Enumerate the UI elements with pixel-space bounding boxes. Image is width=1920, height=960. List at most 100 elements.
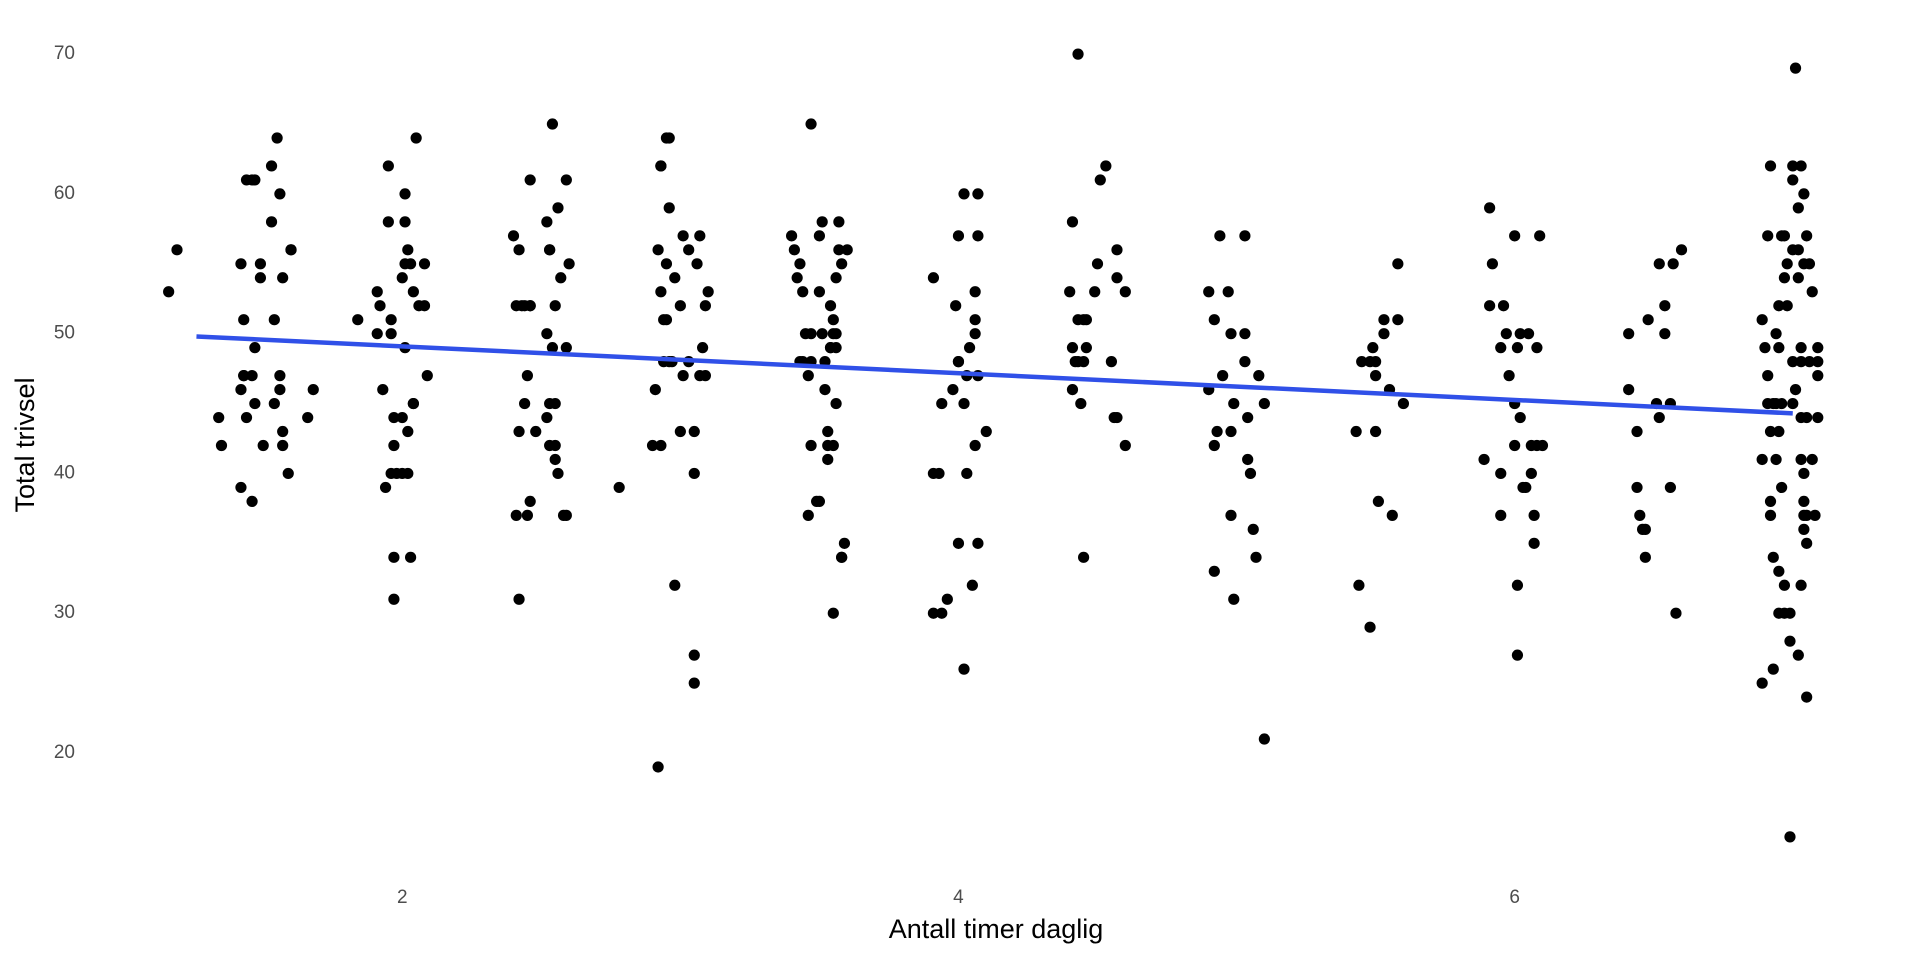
point: [1378, 314, 1390, 326]
point: [1798, 523, 1810, 535]
point: [1806, 286, 1818, 298]
point: [1478, 453, 1490, 466]
point: [830, 397, 842, 410]
point: [663, 202, 675, 214]
point: [958, 188, 970, 200]
point: [257, 439, 269, 452]
point: [1653, 411, 1665, 424]
point: [524, 495, 536, 508]
point: [521, 509, 533, 521]
point: [1773, 565, 1785, 577]
point: [404, 258, 417, 270]
point: [980, 425, 992, 438]
point: [972, 188, 984, 200]
point: [374, 300, 386, 312]
point: [1208, 439, 1220, 452]
point: [1631, 425, 1643, 438]
point: [830, 272, 842, 284]
point: [699, 370, 711, 382]
point: [802, 370, 814, 382]
point: [1247, 523, 1259, 535]
point: [1208, 565, 1220, 577]
point: [966, 579, 978, 591]
point: [1773, 342, 1785, 354]
point: [1781, 300, 1793, 312]
point: [952, 356, 965, 368]
point: [1798, 467, 1810, 480]
point: [827, 314, 839, 326]
point: [805, 118, 817, 130]
point: [213, 411, 225, 424]
point: [552, 467, 564, 480]
point: [788, 244, 800, 256]
point: [694, 230, 706, 242]
point: [669, 272, 681, 284]
point: [1242, 411, 1254, 424]
point: [513, 425, 525, 438]
point: [1486, 258, 1499, 270]
y-tick-label: 70: [54, 43, 75, 64]
point: [646, 439, 659, 452]
point: [371, 286, 383, 298]
point: [1072, 48, 1084, 60]
point: [1798, 495, 1810, 508]
point: [794, 258, 806, 270]
point: [249, 342, 261, 354]
trend-line: [196, 334, 1793, 416]
point: [385, 328, 397, 340]
point: [402, 425, 414, 438]
point: [1764, 160, 1777, 172]
point: [1497, 300, 1510, 312]
point: [238, 314, 250, 326]
point: [302, 411, 314, 424]
point: [1770, 328, 1782, 340]
point: [677, 230, 689, 242]
point: [785, 230, 798, 242]
point: [1528, 509, 1540, 521]
point: [1789, 62, 1802, 74]
point: [1078, 551, 1090, 563]
point: [265, 216, 278, 228]
point: [277, 272, 289, 284]
point: [418, 258, 431, 270]
point: [688, 467, 700, 480]
point: [1239, 328, 1251, 340]
point: [1778, 230, 1791, 242]
point: [963, 342, 976, 354]
point: [1792, 272, 1804, 284]
point: [816, 328, 828, 340]
point: [1250, 551, 1262, 563]
point: [407, 397, 419, 410]
point: [649, 383, 661, 396]
point: [1767, 663, 1779, 675]
point: [836, 258, 848, 270]
point: [1795, 579, 1807, 591]
y-axis-title: Total trivsel: [10, 377, 40, 512]
point: [1364, 621, 1376, 633]
point: [1500, 328, 1512, 340]
point: [396, 411, 408, 424]
point: [830, 328, 842, 340]
point: [1773, 300, 1785, 312]
point: [1787, 160, 1799, 172]
y-tick-label: 50: [54, 323, 75, 344]
point: [1511, 649, 1524, 661]
point: [824, 300, 837, 312]
point: [513, 244, 525, 256]
point: [827, 439, 839, 452]
point: [546, 342, 559, 354]
marks: [163, 48, 1824, 843]
point: [1511, 342, 1524, 354]
point: [1214, 230, 1226, 242]
point: [1111, 272, 1123, 284]
point: [549, 439, 561, 452]
point: [1781, 258, 1793, 270]
point: [282, 467, 294, 480]
point: [1767, 551, 1779, 563]
point: [1066, 216, 1079, 228]
point: [249, 174, 261, 186]
point: [240, 411, 253, 424]
point: [1370, 425, 1382, 438]
point: [254, 272, 267, 284]
point: [691, 258, 703, 270]
